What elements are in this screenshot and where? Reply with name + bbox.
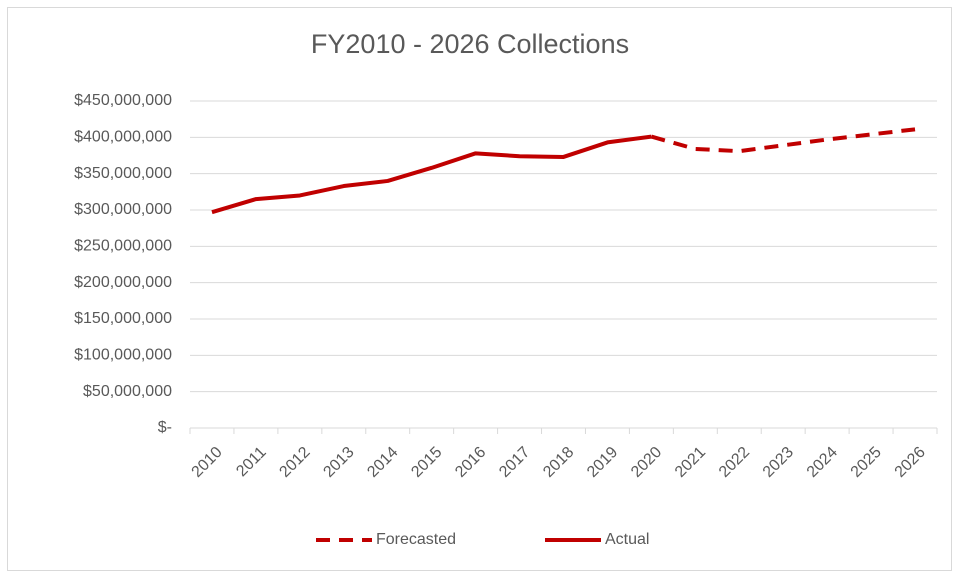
y-tick-label: $350,000,000 (74, 165, 172, 182)
y-tick-label: $250,000,000 (74, 238, 172, 255)
y-tick-label: $100,000,000 (74, 347, 172, 364)
y-tick-label: $400,000,000 (74, 129, 172, 146)
chart-title: FY2010 - 2026 Collections (311, 29, 629, 59)
y-tick-label: $- (158, 419, 172, 436)
y-tick-label: $200,000,000 (74, 274, 172, 291)
series-line (211, 134, 652, 215)
legend-label: Forecasted (376, 531, 456, 548)
y-tick-label: $50,000,000 (83, 383, 172, 400)
y-tick-label: $450,000,000 (74, 92, 172, 109)
y-tick-label: $150,000,000 (74, 310, 172, 327)
y-tick-label: $300,000,000 (74, 201, 172, 218)
legend-label: Actual (605, 531, 649, 548)
